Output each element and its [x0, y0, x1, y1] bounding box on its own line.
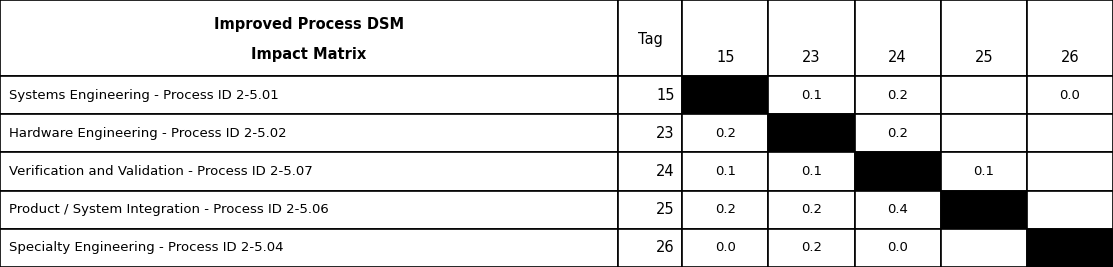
Bar: [0, 191, 618, 229]
Text: Tag: Tag: [638, 32, 662, 47]
Text: 0.0: 0.0: [887, 241, 908, 254]
Bar: [768, 229, 855, 267]
Text: 15: 15: [656, 88, 674, 103]
Bar: [855, 0, 940, 76]
Text: Verification and Validation - Process ID 2-5.07: Verification and Validation - Process ID…: [9, 165, 313, 178]
Bar: [682, 76, 768, 114]
Text: 0.1: 0.1: [973, 165, 994, 178]
Bar: [768, 0, 855, 76]
Bar: [0, 76, 618, 114]
Bar: [940, 152, 1027, 191]
Bar: [0, 114, 618, 152]
Text: 26: 26: [656, 240, 674, 256]
Text: 23: 23: [802, 50, 820, 65]
Bar: [855, 152, 940, 191]
Text: Impact Matrix: Impact Matrix: [252, 47, 366, 62]
Bar: [1027, 191, 1113, 229]
Bar: [682, 0, 768, 76]
Bar: [682, 191, 768, 229]
Bar: [0, 152, 618, 191]
Bar: [0, 229, 618, 267]
Bar: [855, 229, 940, 267]
Bar: [768, 152, 855, 191]
Text: 24: 24: [656, 164, 674, 179]
Bar: [768, 76, 855, 114]
Bar: [1027, 76, 1113, 114]
Text: 26: 26: [1061, 50, 1080, 65]
Bar: [618, 191, 682, 229]
Bar: [618, 152, 682, 191]
Text: 0.4: 0.4: [887, 203, 908, 216]
Bar: [1027, 114, 1113, 152]
Bar: [940, 0, 1027, 76]
Text: Hardware Engineering - Process ID 2-5.02: Hardware Engineering - Process ID 2-5.02: [9, 127, 286, 140]
Bar: [618, 0, 682, 76]
Text: 0.2: 0.2: [801, 203, 823, 216]
Text: 0.2: 0.2: [715, 203, 736, 216]
Text: 0.2: 0.2: [887, 127, 908, 140]
Text: 0.1: 0.1: [801, 89, 823, 102]
Bar: [855, 76, 940, 114]
Bar: [855, 191, 940, 229]
Bar: [940, 114, 1027, 152]
Text: 0.2: 0.2: [715, 127, 736, 140]
Bar: [0, 0, 618, 76]
Text: 0.1: 0.1: [715, 165, 736, 178]
Text: 0.0: 0.0: [1060, 89, 1081, 102]
Bar: [768, 114, 855, 152]
Bar: [940, 229, 1027, 267]
Bar: [682, 114, 768, 152]
Text: 25: 25: [656, 202, 674, 217]
Text: Specialty Engineering - Process ID 2-5.04: Specialty Engineering - Process ID 2-5.0…: [9, 241, 284, 254]
Text: 15: 15: [716, 50, 735, 65]
Text: 0.1: 0.1: [801, 165, 823, 178]
Bar: [768, 191, 855, 229]
Bar: [618, 229, 682, 267]
Text: 23: 23: [656, 126, 674, 141]
Bar: [618, 76, 682, 114]
Text: 0.0: 0.0: [715, 241, 736, 254]
Bar: [1027, 152, 1113, 191]
Bar: [1027, 0, 1113, 76]
Text: 24: 24: [888, 50, 907, 65]
Text: Product / System Integration - Process ID 2-5.06: Product / System Integration - Process I…: [9, 203, 328, 216]
Bar: [682, 229, 768, 267]
Text: 0.2: 0.2: [801, 241, 823, 254]
Text: 25: 25: [975, 50, 993, 65]
Bar: [855, 114, 940, 152]
Text: 0.2: 0.2: [887, 89, 908, 102]
Text: Systems Engineering - Process ID 2-5.01: Systems Engineering - Process ID 2-5.01: [9, 89, 278, 102]
Bar: [940, 191, 1027, 229]
Bar: [940, 76, 1027, 114]
Text: Improved Process DSM: Improved Process DSM: [214, 17, 404, 32]
Bar: [618, 114, 682, 152]
Bar: [1027, 229, 1113, 267]
Bar: [682, 152, 768, 191]
